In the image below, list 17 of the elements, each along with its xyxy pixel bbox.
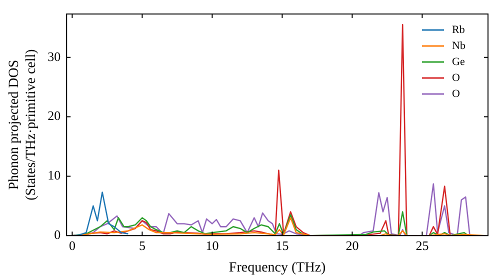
x-tick-label: 20: [346, 238, 359, 253]
x-axis-title: Frequency (THz): [228, 260, 326, 276]
x-tick-label: 25: [416, 238, 429, 253]
y-tick-label: 0: [54, 227, 61, 242]
x-tick-label: 0: [68, 238, 76, 253]
legend-label: O: [452, 72, 460, 84]
x-tick-label: 15: [276, 238, 289, 253]
x-tick-label: 10: [206, 238, 219, 253]
y-axis-title: Phonon projected DOS (States/THz·primitive cell): [7, 48, 39, 200]
legend-label: Ge: [452, 56, 465, 68]
y-tick-label: 10: [48, 168, 61, 183]
x-tick-label: 5: [138, 238, 146, 253]
y-tick-label: 20: [48, 108, 61, 124]
legend-label: Rb: [452, 24, 466, 36]
y-tick-label: 30: [48, 48, 61, 64]
legend-label: O: [452, 88, 460, 100]
legend-label: Nb: [452, 40, 466, 52]
